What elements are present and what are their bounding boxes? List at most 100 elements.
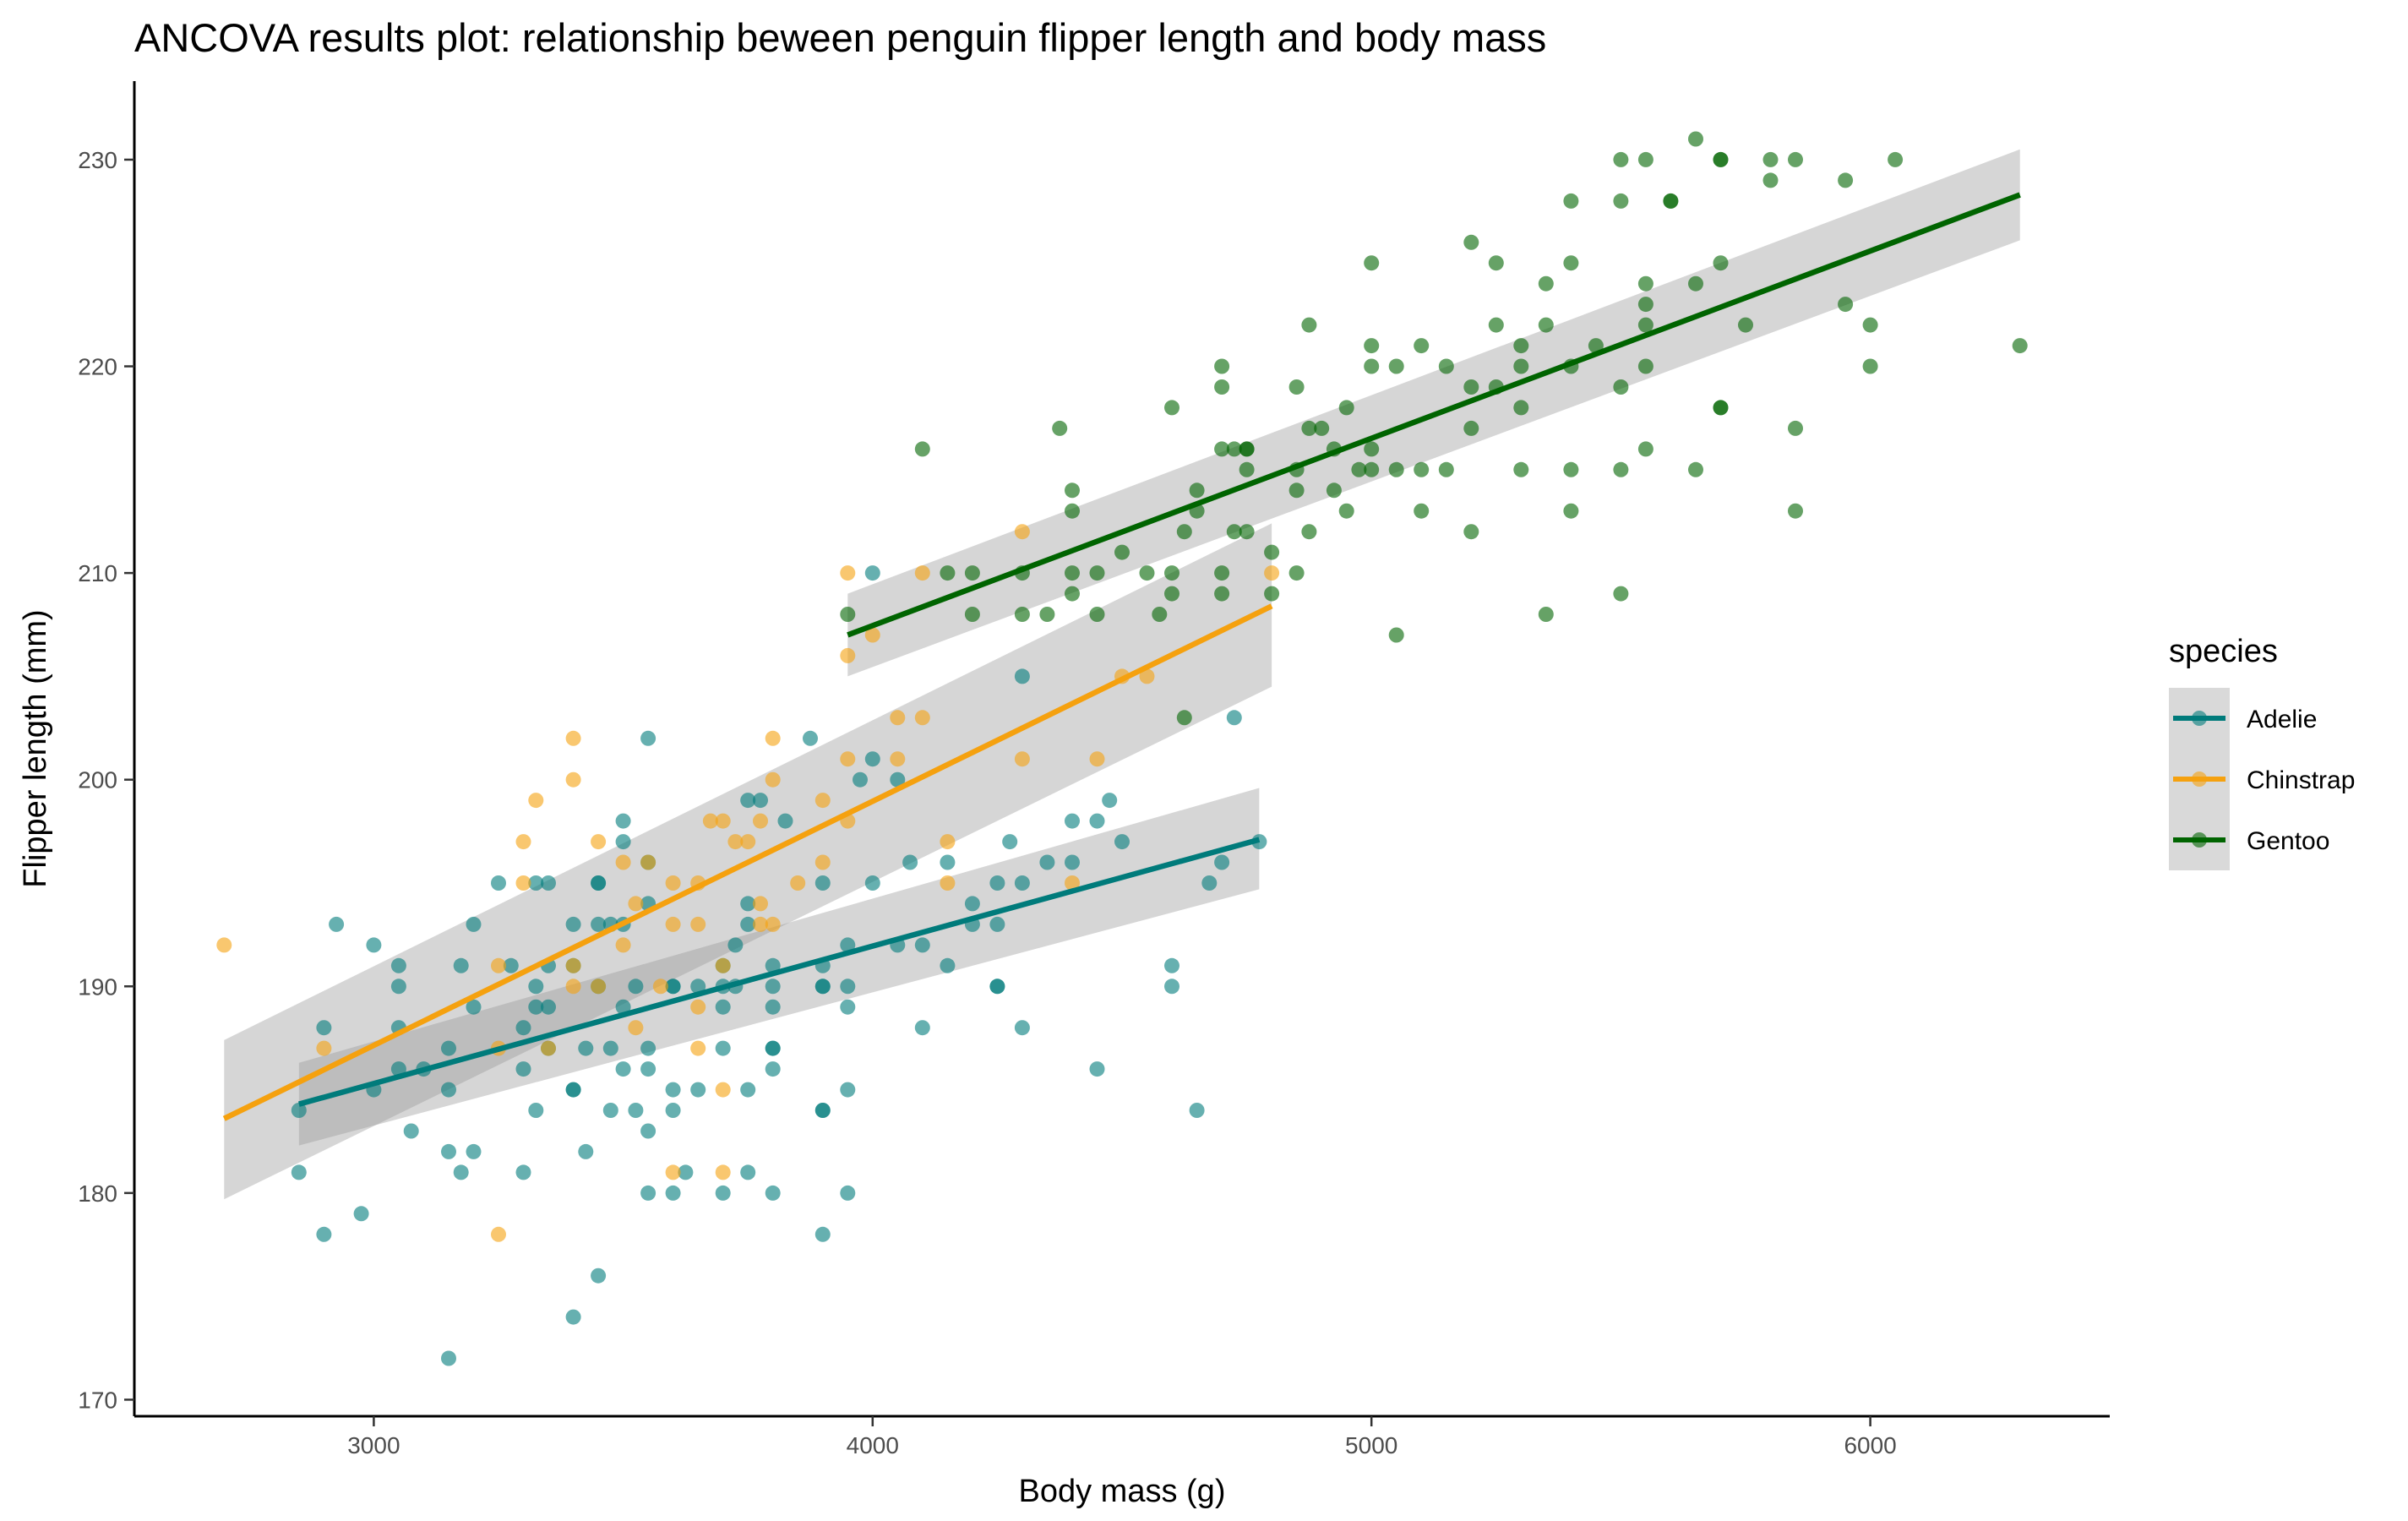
y-tick-label-190: 190 <box>78 973 117 1000</box>
gentoo-point-77 <box>1538 275 1554 292</box>
adelie-point-45 <box>591 916 607 932</box>
adelie-point-67 <box>665 1082 681 1098</box>
adelie-point-42 <box>578 1040 594 1056</box>
gentoo-point-16 <box>1139 565 1155 581</box>
gentoo-point-109 <box>1788 420 1803 436</box>
adelie-point-56 <box>628 1103 644 1118</box>
adelie-point-38 <box>565 1082 581 1098</box>
adelie-point-102 <box>840 1185 856 1201</box>
gentoo-point-111 <box>1838 297 1854 313</box>
adelie-point-116 <box>940 957 956 973</box>
adelie-point-124 <box>1002 834 1018 850</box>
gentoo-point-36 <box>1264 586 1280 602</box>
gentoo-point-39 <box>1288 482 1305 499</box>
gentoo-point-35 <box>1239 441 1255 457</box>
y-axis-title: Flipper length (mm) <box>18 609 53 887</box>
gentoo-point-91 <box>1637 317 1653 333</box>
gentoo-point-42 <box>1301 524 1317 540</box>
gentoo-point-25 <box>1214 586 1230 602</box>
adelie-point-30 <box>528 979 544 995</box>
gentoo-point-8 <box>1052 420 1068 436</box>
chinstrap-point-32 <box>715 813 731 829</box>
adelie-point-18 <box>453 1164 469 1180</box>
gentoo-point-22 <box>1176 524 1192 540</box>
gentoo-point-86 <box>1613 379 1629 395</box>
adelie-point-93 <box>777 813 793 829</box>
gentoo-point-94 <box>1637 151 1653 167</box>
adelie-fit-line <box>297 837 1261 1107</box>
chinstrap-point-7 <box>528 793 544 809</box>
adelie-point-126 <box>1014 875 1030 891</box>
chinstrap-point-26 <box>690 916 706 932</box>
adelie-point-104 <box>840 999 856 1015</box>
adelie-point-23 <box>491 875 506 891</box>
chinstrap-point-56 <box>1014 524 1030 540</box>
gentoo-point-104 <box>1713 151 1729 167</box>
chinstrap-point-8 <box>541 1040 556 1056</box>
chinstrap-point-39 <box>765 771 781 788</box>
chinstrap-point-13 <box>591 979 607 995</box>
adelie-point-87 <box>765 1061 781 1077</box>
adelie-point-27 <box>515 1020 531 1036</box>
chinstrap-point-22 <box>665 916 681 932</box>
adelie-point-127 <box>1014 668 1030 684</box>
gentoo-point-27 <box>1214 441 1230 457</box>
gentoo-point-38 <box>1288 565 1305 581</box>
adelie-point-51 <box>615 1061 631 1077</box>
gentoo-point-48 <box>1338 503 1354 519</box>
adelie-point-65 <box>665 1185 681 1201</box>
gentoo-point-71 <box>1513 461 1529 477</box>
chinstrap-point-17 <box>628 1020 644 1036</box>
gentoo-point-58 <box>1388 358 1404 374</box>
gentoo-point-89 <box>1637 441 1653 457</box>
adelie-point-90 <box>765 999 781 1015</box>
chinstrap-point-19 <box>640 854 656 870</box>
gentoo-point-0 <box>840 607 856 622</box>
adelie-point-135 <box>1164 979 1179 995</box>
chinstrap-point-20 <box>652 979 668 995</box>
adelie-point-82 <box>740 916 756 932</box>
chinstrap-point-43 <box>814 793 831 809</box>
adelie-point-10 <box>390 979 406 995</box>
legend-label-adelie: Adelie <box>2247 706 2317 733</box>
adelie-point-101 <box>814 875 831 891</box>
gentoo-point-116 <box>2012 338 2028 354</box>
adelie-point-11 <box>390 957 406 973</box>
gentoo-point-78 <box>1563 503 1579 519</box>
gentoo-point-31 <box>1226 441 1242 457</box>
chinstrap-point-38 <box>765 916 781 932</box>
chinstrap-point-14 <box>591 834 607 850</box>
adelie-point-55 <box>615 813 631 829</box>
gentoo-point-82 <box>1563 193 1579 209</box>
gentoo-point-45 <box>1314 420 1330 436</box>
chinstrap-point-25 <box>690 999 706 1015</box>
gentoo-point-93 <box>1637 275 1653 292</box>
chinstrap-point-37 <box>753 813 768 829</box>
chinstrap-point-4 <box>491 957 506 973</box>
adelie-point-41 <box>578 1143 594 1159</box>
adelie-point-47 <box>591 875 607 891</box>
gentoo-point-88 <box>1613 151 1629 167</box>
chinstrap-point-10 <box>565 957 581 973</box>
gentoo-fit-line <box>847 192 2021 638</box>
adelie-point-83 <box>740 896 756 912</box>
chinstrap-point-60 <box>1139 668 1155 684</box>
gentoo-point-44 <box>1301 317 1317 333</box>
adelie-point-28 <box>528 1103 544 1118</box>
adelie-point-69 <box>665 979 681 995</box>
adelie-point-121 <box>989 979 1005 995</box>
adelie-point-129 <box>1065 854 1080 870</box>
gentoo-point-46 <box>1326 482 1342 499</box>
gentoo-point-107 <box>1762 151 1779 167</box>
gentoo-point-56 <box>1388 627 1404 643</box>
gentoo-point-63 <box>1438 358 1454 374</box>
gentoo-point-51 <box>1364 461 1380 477</box>
gentoo-point-41 <box>1288 379 1305 395</box>
adelie-point-40 <box>565 916 581 932</box>
legend-key-point-chinstrap <box>2192 771 2207 787</box>
adelie-point-64 <box>640 730 656 746</box>
adelie-point-3 <box>316 1020 332 1036</box>
adelie-point-58 <box>640 1185 656 1201</box>
adelie-point-107 <box>853 771 868 788</box>
